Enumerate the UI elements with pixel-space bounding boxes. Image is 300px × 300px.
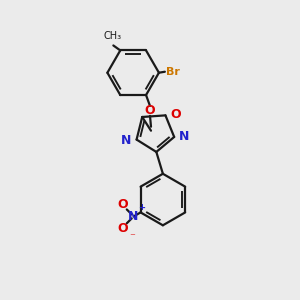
Text: O: O [118, 198, 128, 211]
Text: +: + [138, 203, 145, 212]
Text: O: O [170, 108, 181, 121]
Text: ⁻: ⁻ [130, 232, 136, 242]
Text: O: O [118, 222, 128, 235]
Text: N: N [128, 210, 138, 223]
Text: Br: Br [166, 67, 180, 77]
Text: N: N [179, 130, 190, 143]
Text: O: O [145, 104, 155, 117]
Text: CH₃: CH₃ [103, 31, 122, 40]
Text: N: N [121, 134, 132, 147]
